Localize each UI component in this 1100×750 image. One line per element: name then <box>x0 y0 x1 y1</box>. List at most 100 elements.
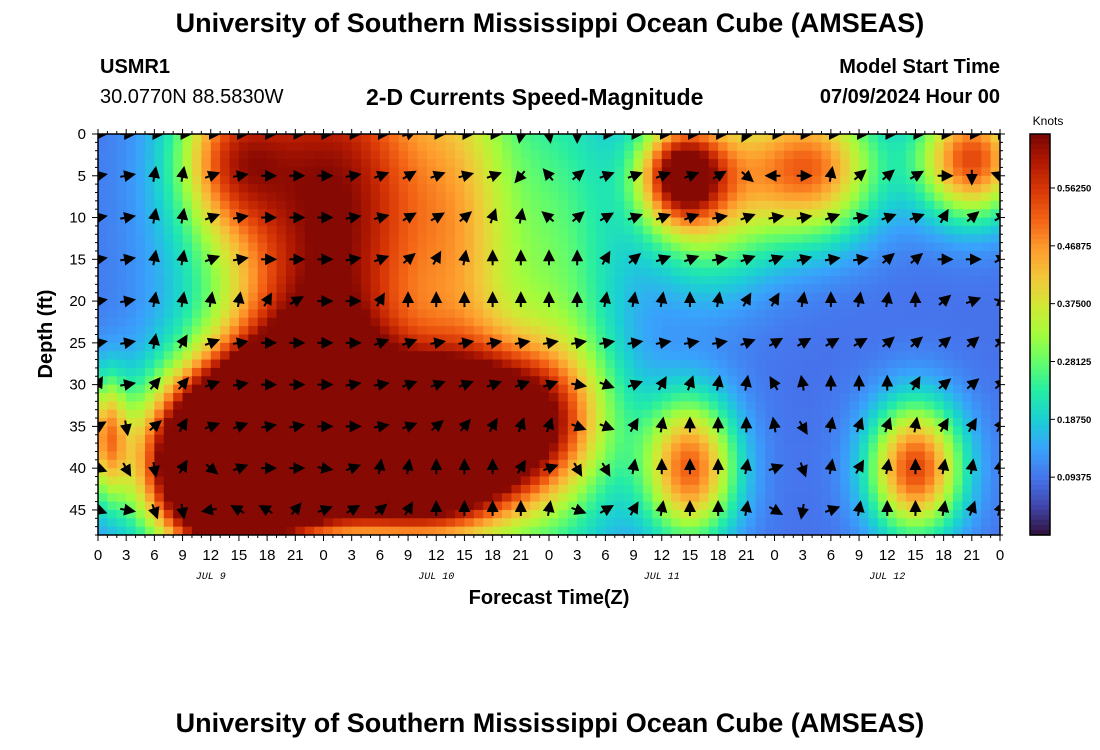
heatmap-cell <box>285 292 296 302</box>
heatmap-cell <box>276 351 287 361</box>
heatmap-cell <box>267 326 278 336</box>
heatmap-cell <box>708 217 719 227</box>
heatmap-cell <box>107 493 118 503</box>
heatmap-cell <box>304 384 315 394</box>
heatmap-cell <box>840 376 851 386</box>
heatmap-cell <box>173 167 184 177</box>
heatmap-cell <box>990 209 1000 219</box>
heatmap-cell <box>877 484 888 494</box>
heatmap-cell <box>624 443 635 453</box>
heatmap-cell <box>417 234 428 244</box>
heatmap-cell <box>285 342 296 352</box>
heatmap-cell <box>473 150 484 160</box>
heatmap-cell <box>830 493 841 503</box>
heatmap-cell <box>981 225 992 235</box>
heatmap-cell <box>173 284 184 294</box>
heatmap-cell <box>257 200 268 210</box>
heatmap-cell <box>126 134 137 143</box>
heatmap-cell <box>201 392 212 402</box>
heatmap-cell <box>633 451 644 461</box>
heatmap-cell <box>953 443 964 453</box>
heatmap-cell <box>774 267 785 277</box>
heatmap-cell <box>887 384 898 394</box>
heatmap-cell <box>520 259 531 269</box>
heatmap-cell <box>276 401 287 411</box>
heatmap-cell <box>398 192 409 202</box>
heatmap-cell <box>126 326 137 336</box>
heatmap-cell <box>624 468 635 478</box>
heatmap-cell <box>671 359 682 369</box>
heatmap-cell <box>990 192 1000 202</box>
current-vector-arrow <box>655 416 668 433</box>
heatmap-cell <box>661 301 672 311</box>
heatmap-cell <box>511 526 522 535</box>
heatmap-cell <box>877 493 888 503</box>
heatmap-cell <box>802 242 813 252</box>
current-vector-arrow <box>683 170 700 183</box>
heatmap-cell <box>896 184 907 194</box>
heatmap-cell <box>765 250 776 260</box>
heatmap-cell <box>877 284 888 294</box>
heatmap-cell <box>962 284 973 294</box>
heatmap-cell <box>765 334 776 344</box>
heatmap-cell <box>220 426 231 436</box>
heatmap-cell <box>896 509 907 519</box>
heatmap-cell <box>849 367 860 377</box>
heatmap-cell <box>511 367 522 377</box>
current-vector-arrow <box>119 462 132 477</box>
heatmap-cell <box>755 351 766 361</box>
heatmap-cell <box>455 468 466 478</box>
heatmap-cell <box>295 142 306 152</box>
heatmap-cell <box>558 484 569 494</box>
heatmap-cell <box>661 443 672 453</box>
heatmap-cell <box>135 526 146 535</box>
heatmap-cell <box>783 175 794 185</box>
current-vector-arrow <box>852 211 869 224</box>
heatmap-cell <box>361 518 372 528</box>
heatmap-cell <box>990 242 1000 252</box>
heatmap-cell <box>595 443 606 453</box>
heatmap-cell <box>351 309 362 319</box>
heatmap-cell <box>614 175 625 185</box>
heatmap-cell <box>464 225 475 235</box>
current-vector-arrow <box>796 420 808 436</box>
heatmap-cell <box>943 200 954 210</box>
heatmap-cell <box>144 409 155 419</box>
heatmap-cell <box>821 526 832 535</box>
heatmap-cell <box>126 234 137 244</box>
heatmap-cell <box>680 518 691 528</box>
current-vector-arrow <box>200 503 217 516</box>
heatmap-cell <box>990 159 1000 169</box>
heatmap-cell <box>774 434 785 444</box>
heatmap-cell <box>445 234 456 244</box>
heatmap-cell <box>736 376 747 386</box>
heatmap-cell <box>295 518 306 528</box>
heatmap-cell <box>370 484 381 494</box>
heatmap-cell <box>492 192 503 202</box>
heatmap-cell <box>154 326 165 336</box>
heatmap-cell <box>906 493 917 503</box>
heatmap-cell <box>680 175 691 185</box>
heatmap-cell <box>896 476 907 486</box>
heatmap-cell <box>812 209 823 219</box>
heatmap-cell <box>924 476 935 486</box>
heatmap-cell <box>511 284 522 294</box>
heatmap-cell <box>332 326 343 336</box>
heatmap-cell <box>887 409 898 419</box>
heatmap-cell <box>389 276 400 285</box>
heatmap-cell <box>483 376 494 386</box>
heatmap-cell <box>267 476 278 486</box>
heatmap-cell <box>445 468 456 478</box>
heatmap-cell <box>201 292 212 302</box>
heatmap-cell <box>398 309 409 319</box>
heatmap-cell <box>520 134 531 143</box>
heatmap-cell <box>812 317 823 327</box>
heatmap-cell <box>238 225 249 235</box>
heatmap-cell <box>765 184 776 194</box>
heatmap-cell <box>229 484 240 494</box>
heatmap-cell <box>502 476 513 486</box>
heatmap-cell <box>849 134 860 143</box>
heatmap-cell <box>445 459 456 469</box>
heatmap-cell <box>163 217 174 227</box>
heatmap-cell <box>840 501 851 511</box>
